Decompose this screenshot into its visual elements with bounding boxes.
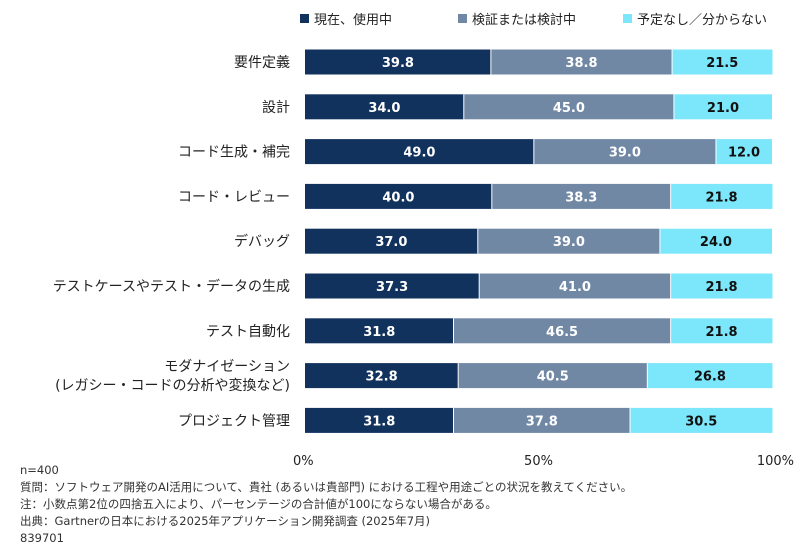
data-label: 21.8 — [706, 190, 738, 205]
bar-segment — [453, 407, 631, 433]
data-label: 40.5 — [537, 370, 569, 385]
data-label: 41.0 — [559, 280, 591, 295]
category-label-line: (レガシー・コードの分析や変換など) — [55, 377, 290, 394]
category-label: デバッグ — [234, 233, 290, 250]
category-label-line: モダナイゼーション — [164, 359, 290, 375]
data-label: 31.8 — [363, 414, 395, 429]
data-label: 32.8 — [366, 370, 398, 385]
bar-segment — [305, 49, 491, 75]
data-label: 12.0 — [728, 146, 760, 161]
data-label: 37.8 — [526, 414, 558, 429]
figure-id: 839701 — [20, 531, 64, 545]
legend-swatch — [458, 14, 467, 23]
category-label: コード・レビュー — [178, 189, 290, 205]
bar-segment — [453, 318, 671, 344]
category-label-line: コード生成・補完 — [178, 145, 290, 161]
bar-segment — [305, 183, 492, 209]
legend-item-no-plan: 予定なし／分からない — [623, 9, 767, 28]
bar-segment — [647, 363, 773, 389]
category-label-line: コード・レビュー — [178, 189, 290, 205]
legend-label: 現在、使用中 — [314, 13, 393, 28]
x-tick-label: 0% — [293, 454, 314, 469]
bar-segment — [458, 363, 648, 389]
data-label: 30.5 — [685, 414, 717, 429]
category-label: 設計 — [262, 100, 290, 116]
bar-segment — [672, 49, 773, 75]
category-label: テスト自動化 — [206, 324, 290, 340]
bar-segment — [490, 49, 673, 75]
rounding-note: 注：小数点第2位の四捨五入により、パーセンテージの合計値が100にならない場合が… — [20, 497, 497, 511]
legend-swatch — [623, 14, 632, 23]
bar-segment — [305, 139, 534, 165]
data-label: 21.5 — [706, 56, 738, 71]
data-label: 39.8 — [382, 56, 414, 71]
category-label: 要件定義 — [234, 54, 290, 71]
data-label: 46.5 — [546, 325, 578, 340]
data-label: 21.8 — [706, 280, 738, 295]
bar-segment — [670, 183, 773, 209]
data-label: 38.3 — [565, 190, 597, 205]
data-label: 34.0 — [368, 101, 400, 116]
legend-item-evaluating: 検証または検討中 — [458, 9, 576, 28]
bar-segment — [670, 273, 773, 299]
bar-segment — [463, 94, 674, 120]
legend-swatch — [300, 14, 309, 23]
category-label-line: 設計 — [262, 100, 290, 116]
chart-legend: 現在、使用中 検証または検討中 予定なし／分からない — [300, 9, 780, 29]
category-label: モダナイゼーション (レガシー・コードの分析や変換など) — [55, 359, 290, 394]
category-label-line: プロジェクト管理 — [178, 413, 290, 429]
chart-notes: n=400 質問：ソフトウェア開発のAI活用について、貴社 (あるいは貴部門) … — [20, 462, 790, 547]
data-label: 45.0 — [553, 101, 585, 116]
data-label: 21.0 — [707, 101, 739, 116]
bar-segment — [305, 94, 464, 120]
bar-segment — [659, 228, 772, 254]
question-note: 質問：ソフトウェア開発のAI活用について、貴社 (あるいは貴部門) における工程… — [20, 480, 633, 494]
bar-segment — [673, 94, 772, 120]
data-label: 37.3 — [376, 280, 408, 295]
bar-segment — [305, 407, 454, 433]
bar-segment — [479, 273, 671, 299]
legend-item-current: 現在、使用中 — [300, 9, 392, 28]
bar-segment — [305, 363, 459, 389]
category-label-line: デバッグ — [234, 233, 290, 250]
bar-segment — [477, 228, 660, 254]
data-label: 38.8 — [565, 56, 597, 71]
legend-label: 予定なし／分からない — [637, 13, 768, 28]
bar-segment — [305, 273, 480, 299]
sample-size: n=400 — [20, 463, 59, 477]
data-label: 39.0 — [609, 146, 641, 161]
bar-segment — [715, 139, 772, 165]
category-label: テストケースやテスト・データの生成 — [53, 278, 290, 295]
category-label-line: テスト自動化 — [206, 324, 290, 340]
data-label: 49.0 — [403, 146, 435, 161]
bar-segment — [533, 139, 716, 165]
data-label: 31.8 — [363, 325, 395, 340]
x-tick-label: 50% — [524, 454, 553, 469]
data-label: 39.0 — [553, 235, 585, 250]
bar-segment — [630, 407, 773, 433]
category-label: コード生成・補完 — [178, 145, 290, 161]
stacked-bar-chart: 要件定義 39.8 38.8 21.5 設計 34.0 45.0 21.0 コード生成・補完 49… — [53, 49, 794, 469]
bar-segment — [670, 318, 773, 344]
source-note: 出典：Gartnerの日本における2025年アプリケーション開発調査 (2025… — [20, 514, 431, 528]
x-tick-label: 100% — [757, 454, 794, 469]
data-label: 37.0 — [375, 235, 407, 250]
data-label: 21.8 — [706, 325, 738, 340]
data-label: 40.0 — [382, 190, 414, 205]
category-label-line: 要件定義 — [234, 54, 290, 71]
legend-label: 検証または検討中 — [472, 13, 577, 28]
bar-segment — [305, 228, 478, 254]
bar-segment — [305, 318, 454, 344]
bar-segment — [491, 183, 671, 209]
category-label: プロジェクト管理 — [178, 413, 290, 429]
data-label: 26.8 — [694, 370, 726, 385]
category-label-line: テストケースやテスト・データの生成 — [53, 278, 290, 295]
data-label: 24.0 — [700, 235, 732, 250]
